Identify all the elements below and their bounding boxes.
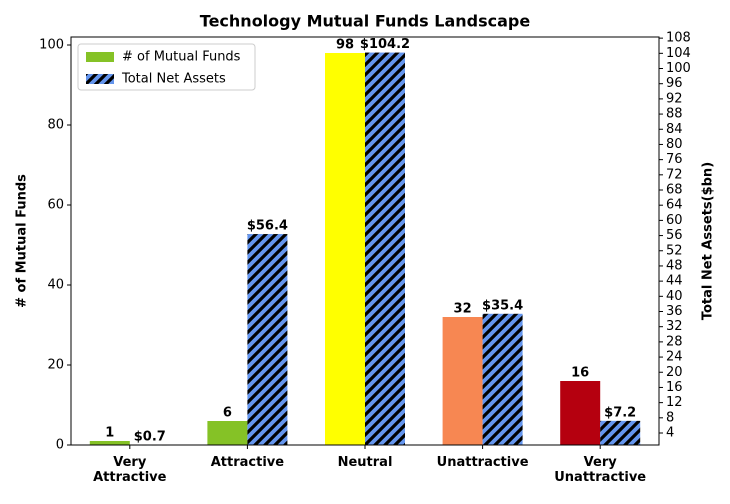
y2-axis-label: Total Net Assets($bn) <box>701 162 716 320</box>
y-tick-label: 80 <box>47 118 64 133</box>
y2-tick-label: 12 <box>666 395 683 410</box>
y2-tick-label: 8 <box>666 410 674 425</box>
y2-tick-label: 36 <box>666 304 683 319</box>
value-label: 98 <box>336 38 354 53</box>
y2-tick-label: 4 <box>666 426 674 441</box>
value-label: $35.4 <box>482 298 523 313</box>
legend-swatch <box>86 52 114 62</box>
y2-tick-label: 104 <box>666 46 691 61</box>
legend-box <box>77 43 256 91</box>
y2-tick-label: 96 <box>666 76 683 91</box>
legend-label: # of Mutual Funds <box>122 50 241 65</box>
value-label: 16 <box>571 366 589 381</box>
bar <box>600 420 641 445</box>
x-tick-label: Neutral <box>338 455 393 470</box>
y2-tick-label: 92 <box>666 91 683 106</box>
bar <box>247 234 288 445</box>
chart-title: Technology Mutual Funds Landscape <box>200 12 531 31</box>
bar <box>442 317 483 445</box>
bar <box>560 381 601 445</box>
bar <box>365 52 405 446</box>
y2-tick-label: 80 <box>666 137 683 152</box>
y-tick-label: 0 <box>56 438 64 453</box>
y2-tick-label: 40 <box>666 289 683 304</box>
y2-tick-label: 84 <box>666 122 683 137</box>
y2-tick-label: 24 <box>666 350 683 365</box>
y2-tick-label: 100 <box>666 61 691 76</box>
value-label: $104.2 <box>360 37 410 52</box>
y-tick-label: 20 <box>47 358 64 373</box>
y-tick-label: 60 <box>47 198 64 213</box>
y2-tick-label: 48 <box>666 258 683 273</box>
y2-tick-label: 28 <box>666 334 683 349</box>
y2-tick-label: 16 <box>666 380 683 395</box>
x-tick-label: Very Attractive <box>93 455 167 485</box>
bar <box>89 441 130 445</box>
y2-tick-label: 60 <box>666 213 683 228</box>
bar <box>207 421 248 445</box>
value-label: $56.4 <box>247 219 288 234</box>
value-label: $0.7 <box>134 430 166 445</box>
legend-swatch <box>86 74 114 84</box>
x-tick-label: Unattractive <box>437 455 529 470</box>
y-tick-label: 40 <box>47 278 64 293</box>
value-label: 6 <box>223 406 232 421</box>
y2-tick-label: 76 <box>666 152 683 167</box>
y2-tick-label: 44 <box>666 274 683 289</box>
legend-label: Total Net Assets <box>121 72 226 87</box>
bar <box>325 53 365 445</box>
plot-frame <box>70 36 660 446</box>
y2-tick-label: 88 <box>666 107 683 122</box>
y-axis-label: # of Mutual Funds <box>15 174 30 308</box>
y2-tick-label: 52 <box>666 243 683 258</box>
y2-tick-label: 68 <box>666 183 683 198</box>
value-label: 1 <box>105 426 114 441</box>
y2-tick-label: 72 <box>666 167 683 182</box>
x-tick-label: Attractive <box>211 455 285 470</box>
y2-tick-label: 108 <box>666 31 691 46</box>
value-label: $7.2 <box>604 405 636 420</box>
y2-tick-label: 20 <box>666 365 683 380</box>
y-tick-label: 100 <box>39 38 64 53</box>
bar <box>482 313 523 445</box>
y2-tick-label: 56 <box>666 228 683 243</box>
x-tick-label: Very Unattractive <box>554 455 646 485</box>
y2-tick-label: 64 <box>666 198 683 213</box>
value-label: 32 <box>454 302 472 317</box>
y2-tick-label: 32 <box>666 319 683 334</box>
